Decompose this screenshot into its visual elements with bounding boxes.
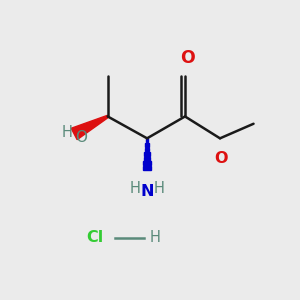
- Text: H: H: [154, 181, 165, 196]
- Text: H: H: [129, 181, 140, 196]
- Text: O: O: [215, 152, 228, 166]
- Polygon shape: [144, 157, 150, 160]
- Polygon shape: [146, 143, 149, 147]
- Text: H: H: [62, 125, 73, 140]
- Text: O: O: [181, 49, 195, 67]
- Text: H: H: [150, 230, 161, 245]
- Polygon shape: [146, 138, 148, 142]
- Text: N: N: [140, 184, 154, 199]
- Text: O: O: [76, 130, 88, 145]
- Text: Cl: Cl: [86, 230, 103, 245]
- Polygon shape: [144, 152, 150, 156]
- Polygon shape: [143, 161, 151, 165]
- Polygon shape: [143, 166, 152, 170]
- Polygon shape: [71, 116, 108, 140]
- Polygon shape: [145, 148, 149, 152]
